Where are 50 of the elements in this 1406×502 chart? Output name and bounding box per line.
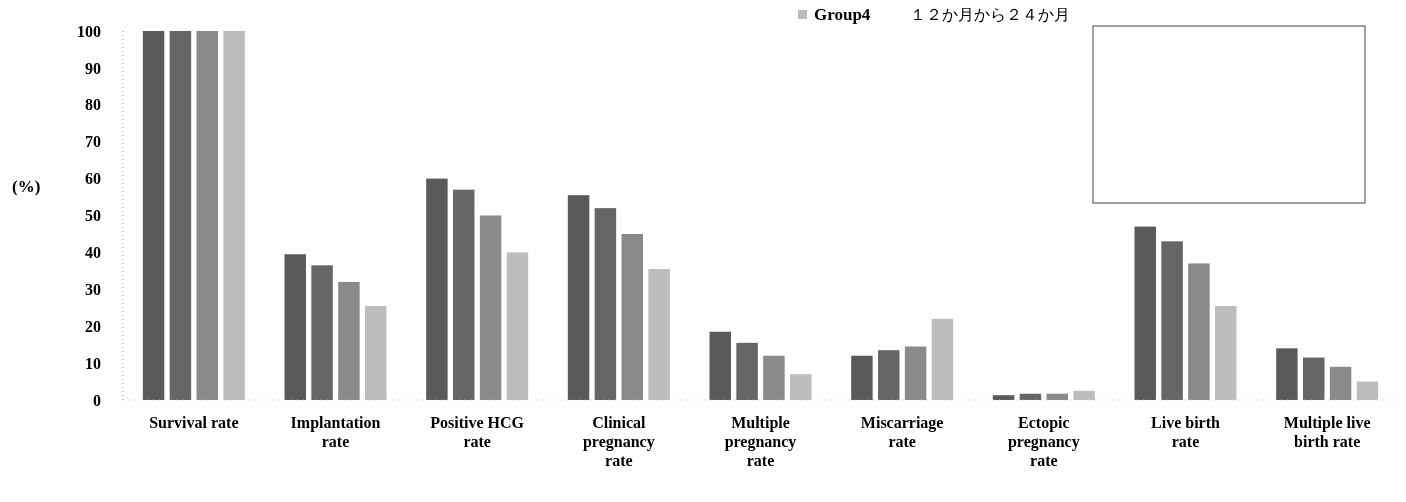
x-tick-label: Multiple pregnancy rate [724, 414, 797, 469]
bar [169, 31, 192, 400]
y-tick-label: 20 [85, 317, 101, 335]
y-tick-label: 100 [77, 22, 101, 40]
bar [284, 254, 306, 400]
bar [196, 31, 218, 400]
x-tick-label: Miscarriage rate [860, 414, 944, 450]
bar [453, 189, 475, 400]
bar [904, 346, 927, 400]
bar [426, 178, 448, 400]
x-tick-label: Survival rate [149, 414, 239, 431]
y-tick-label: 10 [85, 354, 101, 372]
x-tick-label: Implantation rate [290, 414, 381, 450]
bar [736, 342, 758, 400]
bar [1188, 263, 1210, 400]
bar [567, 195, 590, 400]
y-tick-label: 90 [85, 59, 101, 77]
bar [1046, 393, 1068, 400]
text: １２か月から２４か月 [910, 4, 1070, 24]
bar [763, 355, 785, 400]
bar [1276, 348, 1298, 400]
y-tick-label: 30 [85, 280, 101, 298]
bar [1161, 241, 1183, 400]
y-tick-label: 40 [85, 244, 101, 261]
bar [1019, 393, 1042, 400]
y-axis-title: (%) [12, 176, 41, 196]
bar [311, 265, 333, 400]
x-tick-label: Multiple live birth rate [1283, 414, 1371, 450]
bar [878, 350, 900, 400]
x-tick-label: Clinical pregnancy rate [582, 414, 655, 469]
y-tick-label: 50 [85, 207, 101, 225]
bar [479, 215, 502, 400]
y-tick-label: 60 [85, 170, 101, 188]
x-tick-label: Ectopic pregnancy rate [1007, 414, 1080, 469]
bar [1134, 226, 1156, 400]
y-tick-label: 80 [85, 96, 101, 114]
bar [594, 208, 617, 400]
bar [142, 31, 165, 400]
bar [992, 395, 1015, 400]
bar [1303, 357, 1325, 400]
bar [709, 331, 731, 400]
bar [851, 355, 873, 400]
x-tick-label: Positive HCG rate [430, 414, 525, 450]
bar [338, 281, 360, 400]
bar [1329, 366, 1352, 400]
legend-label: Group4 [814, 4, 871, 24]
y-tick-label: 0 [93, 391, 101, 409]
x-tick-label: Live birth rate [1151, 414, 1221, 450]
y-tick-label: 70 [85, 133, 101, 151]
bar [621, 233, 643, 400]
